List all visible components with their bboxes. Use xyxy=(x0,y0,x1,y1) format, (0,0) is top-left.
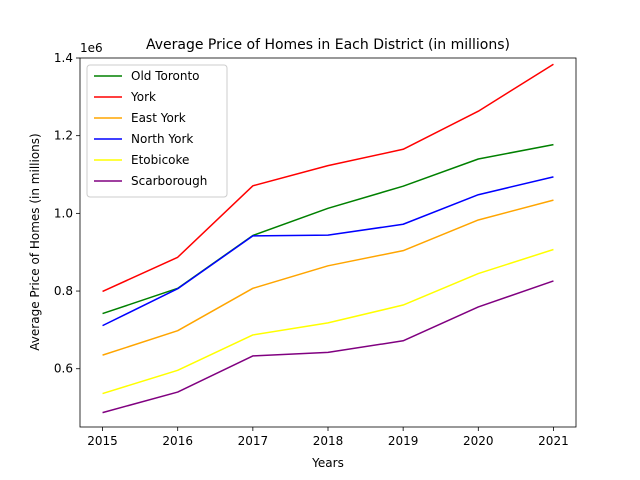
x-tick-label: 2017 xyxy=(238,434,269,448)
y-tick-label: 0.8 xyxy=(54,284,73,298)
x-tick-label: 2018 xyxy=(313,434,344,448)
series-lines xyxy=(102,63,554,414)
legend: Old Toronto York East York North York Etobic… xyxy=(86,64,228,198)
x-tick-label: 2016 xyxy=(162,434,193,448)
legend-box xyxy=(86,64,228,198)
legend-label-0: Old Toronto xyxy=(131,69,200,83)
y-tick-label: 0.6 xyxy=(54,362,73,376)
legend-label-1: York xyxy=(130,90,156,104)
series-line-5 xyxy=(102,280,554,414)
x-axis-label: Years xyxy=(311,456,344,470)
series-line-1 xyxy=(102,63,554,293)
legend-label-2: East York xyxy=(131,111,186,125)
legend-label-3: North York xyxy=(131,132,193,146)
y-tick-label: 1.4 xyxy=(54,51,73,65)
legend-label-5: Scarborough xyxy=(131,174,207,188)
legend-label-4: Etobicoke xyxy=(131,153,189,167)
x-tick-label: 2020 xyxy=(463,434,494,448)
x-tick-label: 2021 xyxy=(538,434,569,448)
y-offset-label: 1e6 xyxy=(80,41,103,55)
y-tick-label: 1.0 xyxy=(54,206,73,220)
y-tick-label: 1.2 xyxy=(54,129,73,143)
series-line-3 xyxy=(102,176,554,327)
axes: 2015 2016 2017 2018 2019 2020 2021 0.6 0.8 1.0 1.2… xyxy=(54,51,577,448)
series-line-2 xyxy=(102,199,554,356)
x-tick-label: 2019 xyxy=(388,434,419,448)
chart-title: Average Price of Homes in Each District … xyxy=(146,37,510,53)
series-line-4 xyxy=(102,248,554,395)
x-tick-label: 2015 xyxy=(87,434,118,448)
y-axis-label: Average Price of Homes (in millions) xyxy=(28,133,42,350)
